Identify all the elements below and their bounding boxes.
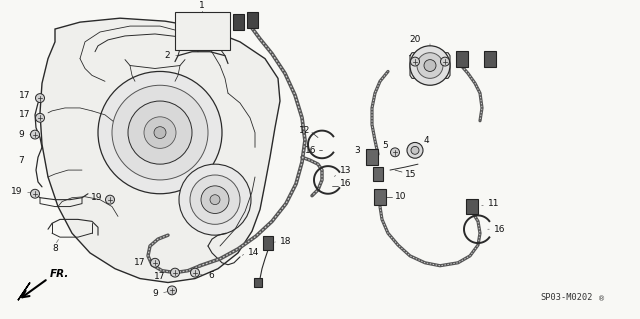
Text: 19: 19	[90, 193, 102, 202]
Circle shape	[417, 53, 443, 78]
Text: 17: 17	[19, 91, 30, 100]
Text: 8: 8	[52, 244, 58, 254]
Text: 6: 6	[208, 271, 214, 280]
Circle shape	[31, 189, 40, 198]
Circle shape	[201, 186, 229, 213]
Text: 10: 10	[395, 192, 406, 201]
Bar	[373, 167, 383, 181]
Text: 16: 16	[494, 225, 506, 234]
Text: 9: 9	[152, 289, 158, 298]
Bar	[374, 189, 386, 204]
Text: 12: 12	[299, 126, 310, 135]
Text: 1: 1	[199, 1, 205, 10]
Circle shape	[31, 130, 40, 139]
Bar	[175, 12, 230, 50]
Text: 16: 16	[305, 146, 316, 155]
Circle shape	[35, 113, 45, 122]
Text: 11: 11	[488, 199, 499, 208]
Bar	[246, 12, 257, 28]
Bar	[263, 236, 273, 250]
Circle shape	[191, 268, 200, 277]
Bar	[232, 14, 243, 30]
Text: FR.: FR.	[50, 269, 69, 278]
Text: 20: 20	[410, 35, 420, 44]
Circle shape	[410, 46, 450, 85]
Text: 17: 17	[19, 110, 30, 119]
Circle shape	[128, 101, 192, 164]
Text: 4: 4	[424, 136, 429, 145]
Bar	[366, 149, 378, 165]
Circle shape	[170, 268, 179, 277]
Bar	[456, 51, 468, 67]
Text: 5: 5	[382, 141, 388, 150]
Circle shape	[154, 127, 166, 138]
Polygon shape	[18, 283, 30, 300]
Circle shape	[179, 164, 251, 235]
Circle shape	[168, 286, 177, 295]
Circle shape	[210, 195, 220, 204]
Bar	[254, 278, 262, 287]
Text: 18: 18	[280, 237, 291, 246]
Circle shape	[150, 258, 159, 267]
Text: 17: 17	[134, 258, 145, 267]
Polygon shape	[40, 18, 280, 283]
Text: 2: 2	[164, 51, 170, 60]
Text: ®: ®	[598, 296, 605, 302]
Text: 14: 14	[248, 249, 259, 257]
Text: SP03-M0202: SP03-M0202	[540, 293, 593, 302]
Bar	[484, 51, 496, 67]
Text: 19: 19	[10, 187, 22, 196]
Text: 17: 17	[154, 272, 165, 281]
Circle shape	[411, 146, 419, 154]
Circle shape	[35, 94, 45, 102]
Circle shape	[190, 175, 240, 224]
Text: 7: 7	[19, 156, 24, 165]
Circle shape	[390, 148, 399, 157]
Circle shape	[98, 71, 222, 194]
Text: 16: 16	[340, 179, 351, 189]
Text: 9: 9	[19, 130, 24, 139]
Circle shape	[407, 143, 423, 158]
Text: 15: 15	[405, 169, 417, 179]
Circle shape	[440, 57, 449, 66]
Bar	[466, 199, 478, 214]
Text: 3: 3	[355, 146, 360, 155]
Circle shape	[410, 57, 419, 66]
Text: 13: 13	[340, 166, 351, 174]
Circle shape	[106, 195, 115, 204]
Circle shape	[424, 60, 436, 71]
Circle shape	[144, 117, 176, 148]
Circle shape	[112, 85, 208, 180]
